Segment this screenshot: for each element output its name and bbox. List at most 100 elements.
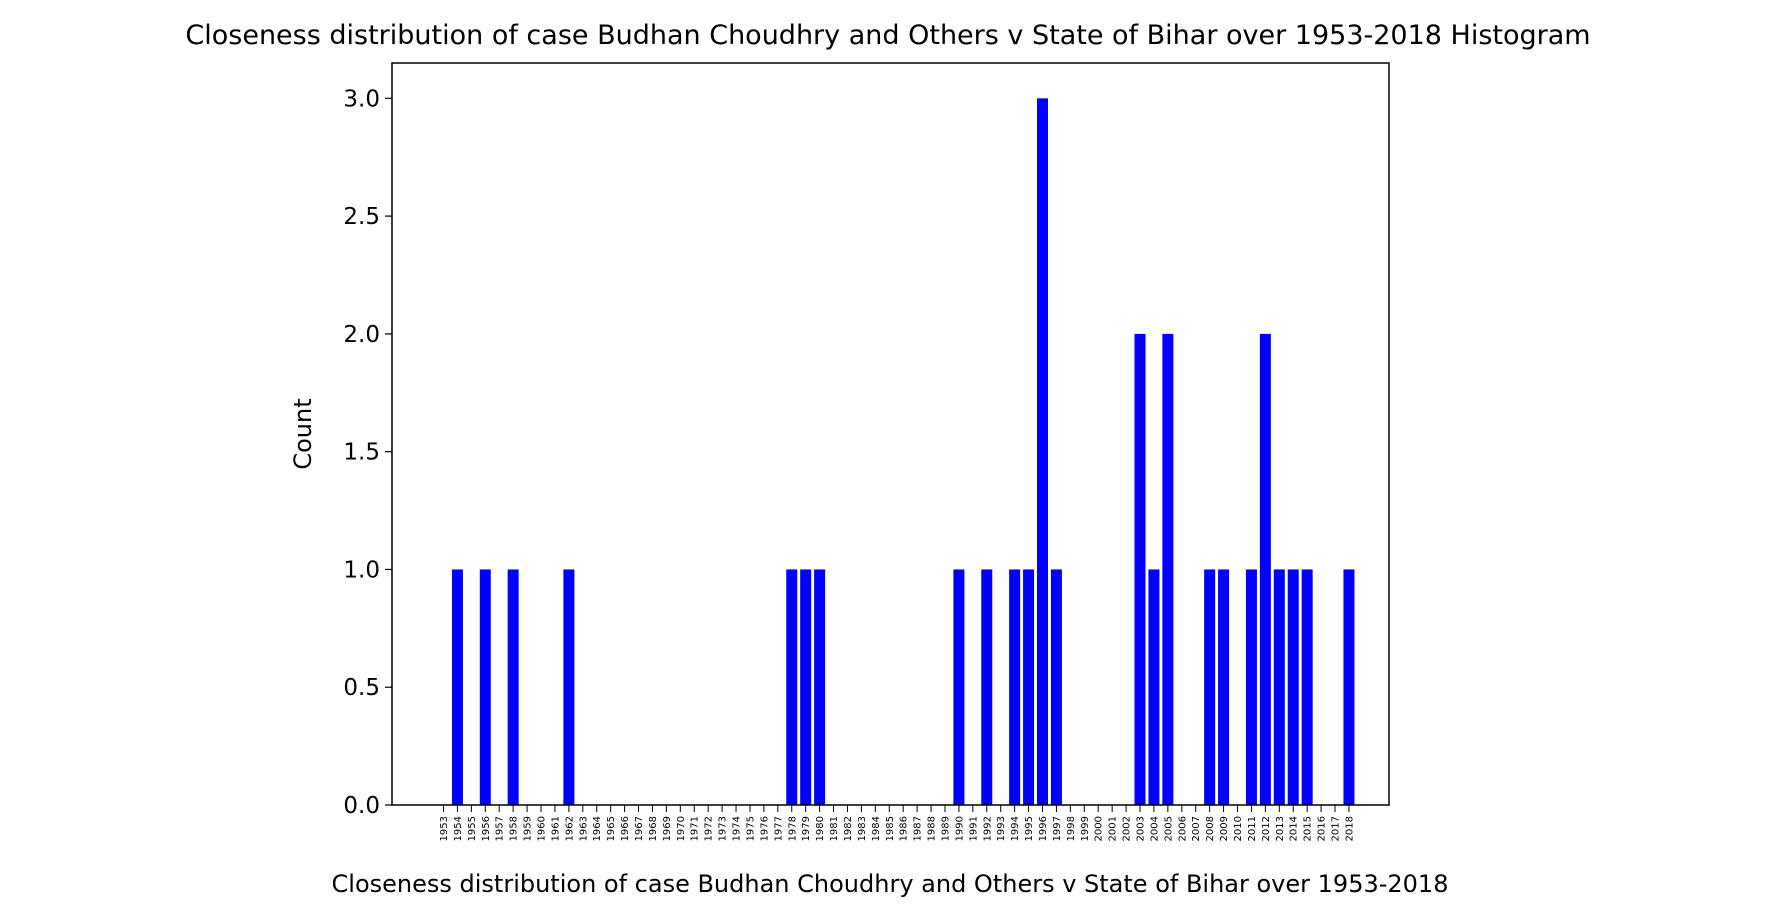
x-tick-label-2012: 2012 [1261, 816, 1272, 841]
x-tick-label-1957: 1957 [495, 816, 506, 841]
x-tick-label-1974: 1974 [732, 816, 743, 841]
x-tick-label-1962: 1962 [564, 816, 575, 841]
x-tick-label-2004: 2004 [1149, 816, 1160, 841]
x-tick-label-1985: 1985 [885, 816, 896, 841]
x-tick-label-2002: 2002 [1122, 816, 1133, 841]
x-tick-label-2018: 2018 [1344, 816, 1355, 841]
bar-1980 [814, 569, 826, 805]
bar-1958 [507, 569, 519, 805]
bar-1996 [1036, 98, 1048, 806]
x-tick-label-2006: 2006 [1177, 816, 1188, 841]
x-tick-label-1999: 1999 [1080, 816, 1091, 841]
bar-1992 [981, 569, 993, 805]
x-tick-label-1982: 1982 [843, 816, 854, 841]
x-tick-label-1954: 1954 [453, 816, 464, 841]
bar-2014 [1287, 569, 1299, 805]
bar-1997 [1050, 569, 1062, 805]
bar-1979 [800, 569, 812, 805]
x-tick-label-2014: 2014 [1289, 816, 1300, 841]
x-tick-label-1988: 1988 [927, 816, 938, 841]
x-tick-label-1960: 1960 [537, 816, 548, 841]
bar-2009 [1218, 569, 1230, 805]
y-ticks-group: 0.0 0.5 1.0 1.5 2.0 2.5 3.0 [343, 86, 392, 819]
x-tick-label-1959: 1959 [523, 816, 534, 841]
x-tick-label-1991: 1991 [968, 816, 979, 841]
bar-2012 [1259, 333, 1271, 805]
x-tick-label-1963: 1963 [578, 816, 589, 841]
x-ticks-group: 1953 1954 1955 1956 1957 1958 1959 1960 1961 1962… [439, 805, 1355, 841]
x-tick-label-1966: 1966 [620, 816, 631, 841]
x-tick-label-1973: 1973 [718, 816, 729, 841]
x-tick-label-1971: 1971 [690, 816, 701, 841]
x-tick-label-1969: 1969 [662, 816, 673, 841]
bar-1978 [786, 569, 798, 805]
plot-frame [391, 62, 1390, 806]
x-tick-label-1997: 1997 [1052, 816, 1063, 841]
x-tick-label-1981: 1981 [829, 816, 840, 841]
bar-2013 [1273, 569, 1285, 805]
x-tick-label-2003: 2003 [1136, 816, 1147, 841]
bar-1995 [1023, 569, 1035, 805]
chart-title: Closeness distribution of case Budhan Ch… [185, 20, 1590, 51]
x-tick-label-2010: 2010 [1233, 816, 1244, 841]
bars-group [451, 98, 1355, 806]
bar-2004 [1148, 569, 1160, 805]
bar-1954 [451, 569, 463, 805]
x-tick-label-1986: 1986 [899, 816, 910, 841]
y-axis-label: Count [289, 398, 317, 469]
x-tick-label-1990: 1990 [954, 816, 965, 841]
y-tick-label-2.0: 2.0 [343, 322, 380, 348]
bar-1956 [479, 569, 491, 805]
x-tick-label-1956: 1956 [481, 816, 492, 841]
y-tick-label-0.0: 0.0 [343, 793, 380, 819]
x-tick-label-2015: 2015 [1303, 816, 1314, 841]
x-tick-label-1994: 1994 [1010, 816, 1021, 841]
x-tick-label-1984: 1984 [871, 816, 882, 841]
bar-2015 [1301, 569, 1313, 805]
x-tick-label-1958: 1958 [509, 816, 520, 841]
x-tick-label-2001: 2001 [1108, 816, 1119, 841]
x-tick-label-2013: 2013 [1275, 816, 1286, 841]
x-tick-label-2000: 2000 [1094, 816, 1105, 841]
x-tick-label-1992: 1992 [982, 816, 993, 841]
y-tick-label-0.5: 0.5 [343, 675, 380, 701]
x-tick-label-1970: 1970 [676, 816, 687, 841]
x-tick-label-1983: 1983 [857, 816, 868, 841]
x-tick-label-1976: 1976 [759, 816, 770, 841]
x-tick-label-1968: 1968 [648, 816, 659, 841]
x-tick-label-1987: 1987 [913, 816, 924, 841]
bar-2003 [1134, 333, 1146, 805]
x-tick-label-1961: 1961 [550, 816, 561, 841]
y-tick-label-1.0: 1.0 [343, 557, 380, 583]
x-tick-label-1989: 1989 [940, 816, 951, 841]
x-tick-label-2005: 2005 [1163, 816, 1174, 841]
x-tick-label-1955: 1955 [467, 816, 478, 841]
x-tick-label-1980: 1980 [815, 816, 826, 841]
bar-1962 [563, 569, 575, 805]
x-tick-label-1996: 1996 [1038, 816, 1049, 841]
bar-2011 [1245, 569, 1257, 805]
x-tick-label-2009: 2009 [1219, 816, 1230, 841]
x-axis-label: Closeness distribution of case Budhan Ch… [332, 870, 1449, 898]
x-tick-label-1975: 1975 [745, 816, 756, 841]
x-tick-label-2017: 2017 [1331, 816, 1342, 841]
y-tick-label-3.0: 3.0 [343, 86, 380, 112]
x-tick-label-1967: 1967 [634, 816, 645, 841]
x-tick-label-1995: 1995 [1024, 816, 1035, 841]
x-tick-label-1972: 1972 [704, 816, 715, 841]
bar-2018 [1343, 569, 1355, 805]
x-tick-label-2008: 2008 [1205, 816, 1216, 841]
y-tick-label-1.5: 1.5 [343, 440, 380, 466]
bar-2008 [1204, 569, 1216, 805]
x-tick-label-1993: 1993 [996, 816, 1007, 841]
x-tick-label-2011: 2011 [1247, 816, 1258, 841]
x-tick-label-1964: 1964 [592, 816, 603, 841]
x-tick-label-1977: 1977 [773, 816, 784, 841]
x-tick-label-2016: 2016 [1317, 816, 1328, 841]
bar-2005 [1162, 333, 1174, 805]
y-tick-label-2.5: 2.5 [343, 204, 380, 230]
x-tick-label-1978: 1978 [787, 816, 798, 841]
x-tick-label-2007: 2007 [1191, 816, 1202, 841]
bar-1994 [1009, 569, 1021, 805]
